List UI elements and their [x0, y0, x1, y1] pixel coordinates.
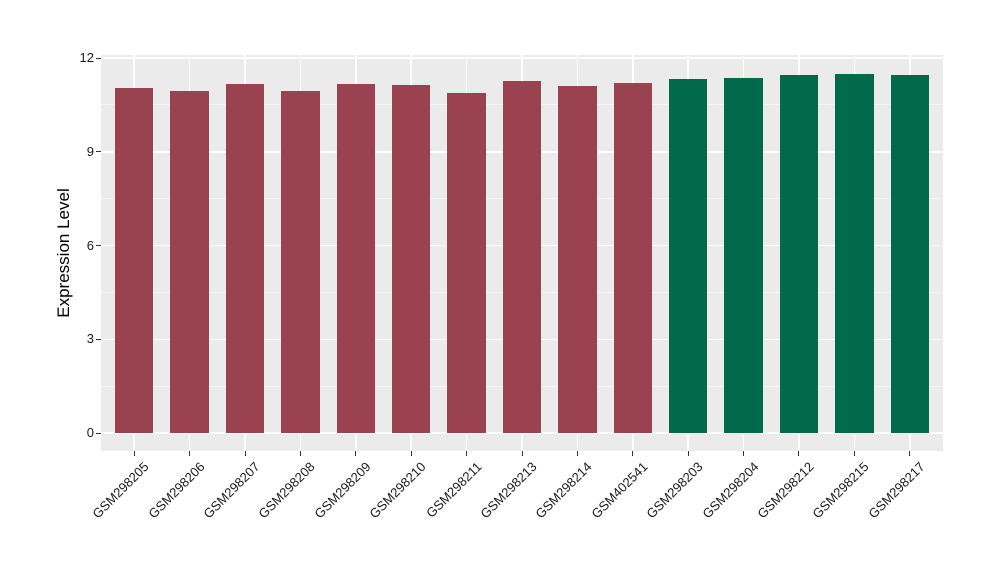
x-axis-tick-mark	[687, 451, 689, 456]
x-axis-tick-mark	[632, 451, 634, 456]
x-axis-tick-mark	[853, 451, 855, 456]
y-axis-tick-mark	[96, 338, 101, 340]
x-axis-tick-mark	[133, 451, 135, 456]
bar-GSM298206	[170, 91, 209, 433]
x-axis-tick-label: GSM298215	[809, 459, 872, 522]
x-axis-tick-mark	[909, 451, 911, 456]
x-axis-tick-mark	[576, 451, 578, 456]
bar-GSM298205	[114, 88, 154, 433]
x-axis-tick-label: GSM298204	[698, 459, 762, 522]
x-axis-tick-label: GSM298212	[754, 459, 817, 522]
x-axis-tick-label: GSM298210	[366, 459, 429, 522]
x-axis-tick-label: GSM298214	[532, 459, 596, 522]
y-axis-title: Expression Level	[54, 188, 73, 318]
bar-GSM298207	[225, 84, 265, 433]
y-axis-tick-label: 9	[86, 143, 94, 159]
bar-GSM298204	[724, 77, 763, 433]
y-axis-tick-mark	[96, 151, 101, 153]
bar-GSM298209	[336, 84, 376, 433]
x-axis-tick-mark	[743, 451, 745, 456]
x-axis-tick-label: GSM298206	[145, 459, 208, 522]
x-axis-tick-label: GSM298203	[643, 459, 706, 522]
y-axis-tick-label: 12	[79, 50, 94, 65]
x-axis-tick-mark	[355, 451, 357, 456]
x-axis-tick-mark	[244, 451, 246, 456]
y-axis-tick-mark	[96, 245, 101, 246]
x-axis-tick-label: GSM298205	[89, 459, 152, 522]
x-axis-tick-label: GSM298207	[200, 459, 263, 522]
x-axis-tick-label: GSM298213	[477, 459, 540, 522]
bar-GSM298217	[890, 75, 929, 433]
x-axis-tick-mark	[521, 451, 523, 456]
bar-GSM402541	[613, 82, 653, 433]
bar-GSM298214	[558, 85, 597, 433]
y-axis-tick-mark	[96, 432, 101, 434]
x-axis-tick-mark	[189, 451, 191, 456]
x-axis-tick-mark	[410, 451, 412, 456]
x-axis-tick-mark	[798, 451, 800, 456]
y-axis-tick-label: 3	[86, 331, 94, 347]
y-axis-tick-label: 0	[86, 425, 94, 440]
x-axis-tick-label: GSM298209	[311, 459, 374, 522]
bar-GSM298215	[835, 73, 874, 433]
bar-GSM298210	[391, 84, 431, 433]
x-axis-tick-label: GSM298208	[255, 459, 319, 522]
bar-GSM298213	[502, 81, 542, 433]
y-axis-tick-mark	[96, 57, 101, 59]
bar-GSM298203	[668, 79, 708, 433]
y-axis-tick-label: 6	[86, 237, 94, 253]
bar-GSM298211	[447, 93, 486, 433]
x-axis-tick-mark	[299, 451, 301, 456]
x-axis-tick-label: GSM402541	[588, 459, 651, 522]
bar-GSM298212	[779, 74, 819, 433]
bar-GSM298208	[281, 90, 320, 433]
x-axis-tick-label: GSM298217	[865, 459, 928, 522]
plot-panel	[101, 55, 943, 451]
x-axis-tick-mark	[466, 451, 468, 456]
x-axis-tick-label: GSM298211	[422, 459, 485, 521]
